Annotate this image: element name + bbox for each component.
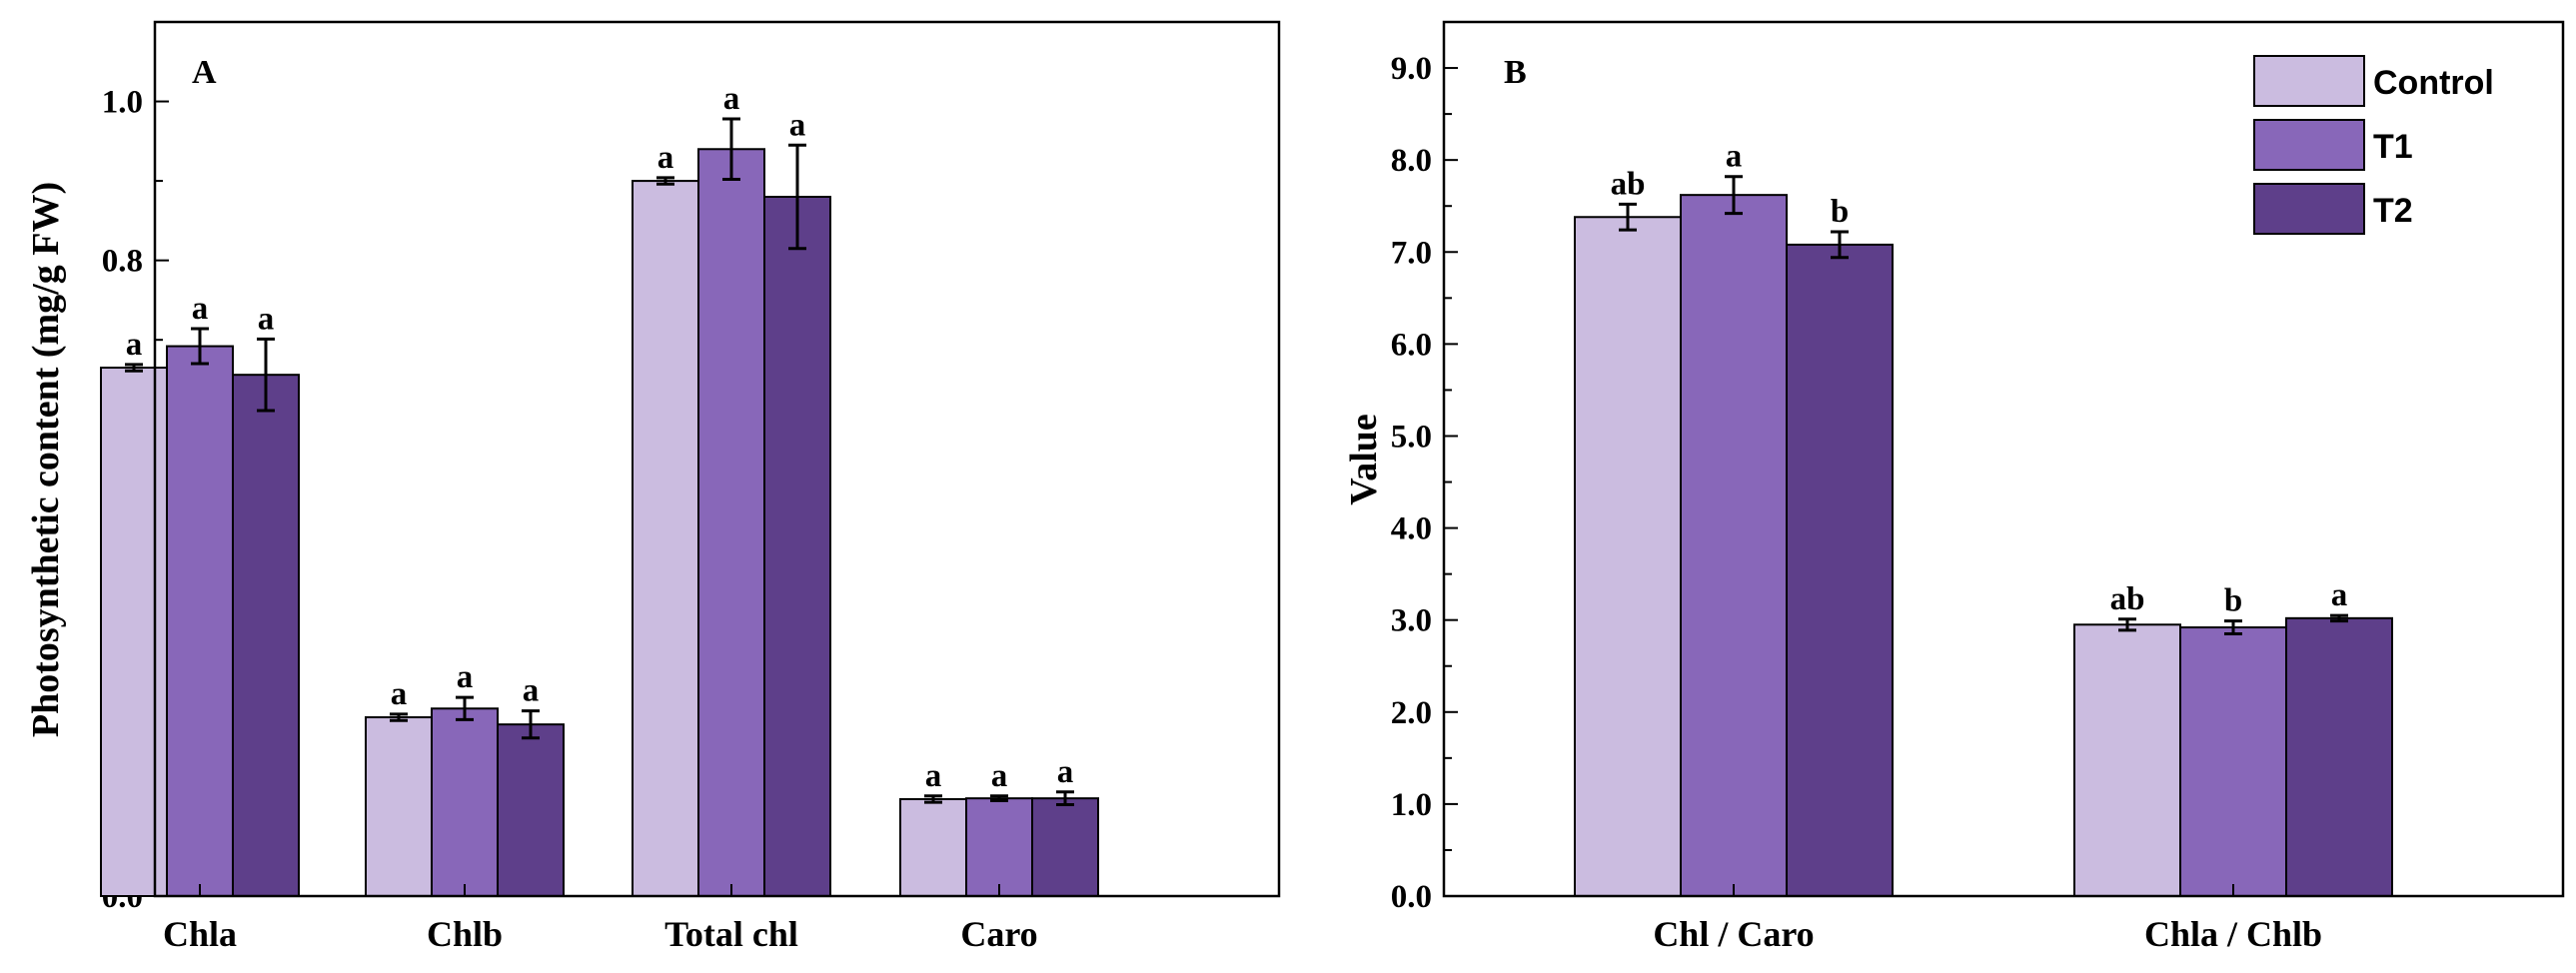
panel-b-y-tick-label: 7.0 xyxy=(1391,235,1432,271)
panel-b-significance-letter: ab xyxy=(2110,581,2145,617)
legend-label-t2: T2 xyxy=(2373,192,2413,230)
panel-a-significance-letter: a xyxy=(991,758,1008,794)
panel-a-x-category-label: Total chl xyxy=(664,914,798,954)
panel-b-bar-t2-chla-chlb xyxy=(2285,616,2393,897)
panel-a-significance-letter: a xyxy=(723,81,740,117)
panel-a-error-bar xyxy=(125,363,143,373)
panel-a-y-tick-label: 0.8 xyxy=(102,244,143,280)
panel-b-significance-letter: a xyxy=(2331,577,2348,613)
panel-a-error-bar xyxy=(191,327,209,366)
panel-b-label: B xyxy=(1504,54,1527,91)
panel-b-y-tick-label: 9.0 xyxy=(1391,51,1432,87)
panel-b-y-tick-label: 1.0 xyxy=(1391,787,1432,823)
panel-b-error-bar xyxy=(2118,617,2136,632)
legend-label-control: Control xyxy=(2373,64,2494,102)
panel-b-bar-t2-chl-caro xyxy=(1786,243,1894,898)
panel-b-y-tick-label: 0.0 xyxy=(1391,879,1432,915)
panel-a-error-bar xyxy=(722,117,740,181)
panel-a-error-bar xyxy=(456,695,474,721)
legend-swatch-t1 xyxy=(2253,119,2365,171)
panel-a-significance-letter: a xyxy=(523,673,540,709)
panel-b-error-bar xyxy=(2224,619,2242,635)
panel-a-chart: A Photosynthetic content (mg/g FW) 0.00.… xyxy=(25,20,1281,954)
panel-b-y-tick-label: 2.0 xyxy=(1391,695,1432,731)
panel-a-significance-letter: a xyxy=(126,327,143,363)
panel-a-bar-t2-chla xyxy=(232,374,300,897)
panel-a-bar-t2-caro xyxy=(1031,797,1099,898)
panel-b-plot-frame xyxy=(1442,20,2565,898)
panel-a-bar-control-chla xyxy=(100,367,168,898)
panel-a-bar-t1-chla xyxy=(166,345,234,897)
panel-a-significance-letter: a xyxy=(789,107,806,143)
panel-b-y-tick-label: 3.0 xyxy=(1391,603,1432,639)
panel-a-x-category-label: Caro xyxy=(960,914,1037,954)
panel-a-error-bar xyxy=(788,143,806,251)
panel-a-bar-control-chlb xyxy=(365,716,433,897)
panel-b-y-tick-label: 6.0 xyxy=(1391,327,1432,363)
panel-a-significance-letter: a xyxy=(925,758,942,794)
panel-a-significance-letter: a xyxy=(657,140,674,176)
panel-b-y-axis-title: Value xyxy=(1343,414,1385,505)
panel-b-significance-letter: b xyxy=(1831,194,1849,230)
panel-a-bar-t1-caro xyxy=(965,797,1033,898)
panel-a-x-category-label: Chlb xyxy=(427,914,503,954)
panel-a-error-bar xyxy=(656,176,674,186)
panel-a-error-bar xyxy=(1056,790,1074,807)
panel-a-significance-letter: a xyxy=(258,301,275,337)
panel-a-bar-t2-total-chl xyxy=(763,196,831,897)
panel-a-bar-t2-chlb xyxy=(497,723,565,897)
panel-b-y-tick-label: 4.0 xyxy=(1391,511,1432,547)
panel-a-error-bar xyxy=(990,794,1008,803)
panel-a-error-bar xyxy=(924,794,942,804)
panel-b-error-bar xyxy=(1725,175,1743,216)
panel-b-error-bar xyxy=(1619,202,1637,232)
panel-a-bar-t1-total-chl xyxy=(697,148,765,898)
panel-b-x-category-label: Chla / Chlb xyxy=(2144,914,2322,954)
panel-a-error-bar xyxy=(390,712,408,722)
panel-b-x-category-label: Chl / Caro xyxy=(1653,914,1814,954)
panel-b-significance-letter: a xyxy=(1726,139,1743,175)
panel-a-y-tick-label: 1.0 xyxy=(102,85,143,121)
panel-a-significance-letter: a xyxy=(192,291,209,327)
legend-swatch-control xyxy=(2253,55,2365,107)
panel-a-label: A xyxy=(192,54,217,91)
panel-b-y-tick-label: 5.0 xyxy=(1391,419,1432,455)
panel-b-chart: B Value 0.01.02.03.04.05.06.07.08.09.0ab… xyxy=(1343,20,2565,954)
legend: Control T1 T2 xyxy=(2253,55,2494,235)
panel-a-x-category-label: Chla xyxy=(163,914,237,954)
legend-label-t1: T1 xyxy=(2373,128,2413,166)
panel-a-error-bar xyxy=(522,709,540,740)
panel-a-bar-t1-chlb xyxy=(431,707,499,897)
panel-b-bar-t1-chla-chlb xyxy=(2179,626,2287,897)
panel-b-bar-t1-chl-caro xyxy=(1680,194,1788,897)
panel-a-significance-letter: a xyxy=(391,676,408,712)
panel-a-error-bar xyxy=(257,337,275,413)
legend-swatch-t2 xyxy=(2253,183,2365,235)
panel-a-bar-control-total-chl xyxy=(632,180,699,898)
panel-a-bar-control-caro xyxy=(899,797,967,897)
panel-a-significance-letter: a xyxy=(457,659,474,695)
panel-b-y-tick-label: 8.0 xyxy=(1391,143,1432,179)
panel-b-bar-control-chl-caro xyxy=(1574,216,1682,897)
panel-a-plot-frame xyxy=(153,20,1281,898)
panel-b-significance-letter: b xyxy=(2224,583,2242,619)
panel-b-bar-control-chla-chlb xyxy=(2073,623,2181,898)
panel-b-error-bar xyxy=(1831,230,1849,260)
panel-a-significance-letter: a xyxy=(1057,754,1074,790)
panel-b-significance-letter: ab xyxy=(1611,166,1646,202)
panel-b-error-bar xyxy=(2330,613,2348,623)
panel-a-y-axis-title: Photosynthetic content (mg/g FW) xyxy=(25,182,67,737)
